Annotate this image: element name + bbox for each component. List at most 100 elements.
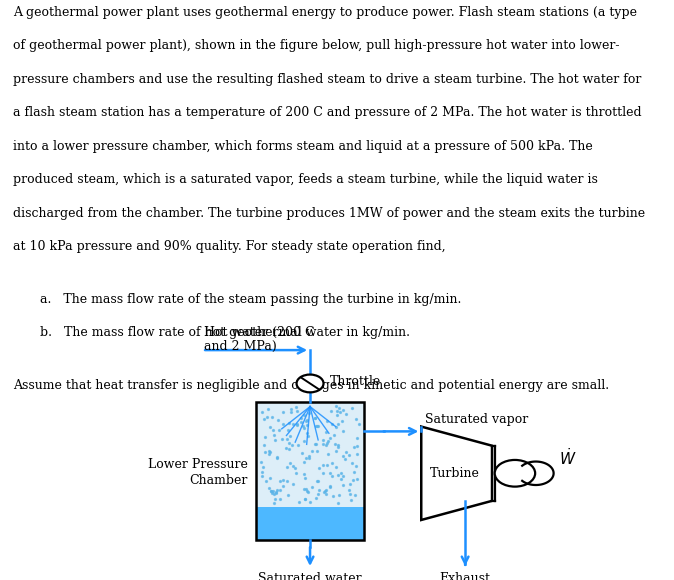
Point: [310, 422, 321, 431]
Point: [317, 436, 328, 445]
Point: [263, 446, 274, 455]
Bar: [256, 507, 364, 540]
Point: [354, 420, 365, 429]
Point: [269, 436, 280, 445]
Point: [283, 490, 294, 499]
Text: produced steam, which is a saturated vapor, feeds a steam turbine, while the liq: produced steam, which is a saturated vap…: [13, 173, 599, 186]
Point: [301, 453, 311, 462]
Point: [268, 425, 278, 434]
Point: [290, 403, 301, 412]
Point: [319, 487, 330, 496]
Text: b.   The mass flow rate of hot geothermal water in kg/min.: b. The mass flow rate of hot geothermal …: [40, 327, 410, 339]
Point: [266, 412, 277, 422]
Text: a.   The mass flow rate of the steam passing the turbine in kg/min.: a. The mass flow rate of the steam passi…: [40, 293, 461, 306]
Point: [288, 461, 299, 470]
Point: [300, 495, 311, 504]
Point: [258, 462, 269, 472]
Point: [311, 477, 322, 486]
Point: [348, 467, 359, 476]
Point: [344, 451, 355, 460]
Point: [303, 408, 314, 418]
Point: [302, 487, 313, 496]
Circle shape: [495, 460, 535, 487]
Text: Turbine: Turbine: [430, 467, 480, 480]
Point: [324, 483, 335, 492]
Point: [346, 404, 357, 413]
Point: [272, 415, 283, 425]
Point: [300, 416, 311, 426]
Point: [313, 463, 324, 472]
Point: [266, 487, 276, 496]
Text: Chamber: Chamber: [189, 474, 248, 487]
Point: [288, 419, 299, 429]
Text: Throttle: Throttle: [330, 375, 381, 388]
Point: [312, 446, 323, 455]
Point: [345, 490, 356, 499]
Point: [300, 473, 311, 483]
Point: [344, 480, 355, 489]
Text: Assume that heat transfer is negligible and changes in kinetic and potential ene: Assume that heat transfer is negligible …: [13, 379, 609, 392]
Point: [301, 428, 312, 437]
Point: [332, 498, 343, 508]
Point: [325, 433, 336, 443]
Point: [269, 430, 280, 440]
Point: [278, 420, 288, 429]
Point: [310, 440, 321, 449]
Point: [350, 490, 361, 499]
Point: [299, 470, 309, 479]
Point: [345, 495, 356, 505]
Point: [313, 422, 324, 431]
Point: [330, 440, 340, 449]
Point: [337, 480, 348, 490]
Point: [332, 411, 343, 420]
Point: [347, 458, 358, 467]
Text: discharged from the chamber. The turbine produces 1MW of power and the steam exi: discharged from the chamber. The turbine…: [13, 206, 646, 220]
Point: [335, 407, 346, 416]
Point: [350, 415, 361, 424]
Point: [305, 498, 315, 507]
Point: [351, 441, 362, 451]
Point: [347, 476, 358, 485]
Point: [332, 406, 342, 415]
Point: [327, 472, 338, 481]
Point: [350, 462, 361, 471]
Point: [259, 432, 270, 441]
Point: [257, 408, 268, 417]
Point: [311, 440, 321, 449]
Point: [286, 441, 297, 450]
Point: [266, 489, 277, 498]
Point: [286, 404, 297, 414]
Point: [271, 453, 282, 462]
Point: [295, 417, 306, 426]
Point: [292, 420, 303, 430]
Point: [321, 440, 332, 450]
Point: [302, 420, 313, 429]
Point: [340, 409, 351, 419]
Point: [310, 493, 321, 502]
Point: [255, 458, 266, 467]
Point: [333, 403, 344, 412]
Point: [276, 434, 287, 444]
Text: Lower Pressure: Lower Pressure: [148, 458, 248, 471]
Point: [281, 476, 292, 485]
Point: [324, 468, 335, 477]
Point: [326, 458, 337, 467]
Point: [284, 438, 295, 447]
Point: [344, 485, 355, 495]
Point: [331, 462, 342, 472]
Point: [274, 426, 284, 435]
Bar: [256, 402, 364, 540]
Point: [348, 443, 359, 452]
Polygon shape: [421, 427, 492, 520]
Text: pressure chambers and use the resulting flashed steam to drive a steam turbine. : pressure chambers and use the resulting …: [13, 72, 642, 86]
Point: [333, 470, 344, 479]
Point: [313, 490, 324, 499]
Point: [295, 413, 306, 422]
Text: of geothermal power plant), shown in the figure below, pull high-pressure hot wa: of geothermal power plant), shown in the…: [13, 39, 620, 52]
Point: [313, 486, 324, 495]
Point: [298, 423, 309, 433]
Text: Saturated water: Saturated water: [258, 572, 362, 580]
Point: [340, 454, 350, 463]
Circle shape: [297, 375, 324, 392]
Point: [259, 414, 270, 423]
